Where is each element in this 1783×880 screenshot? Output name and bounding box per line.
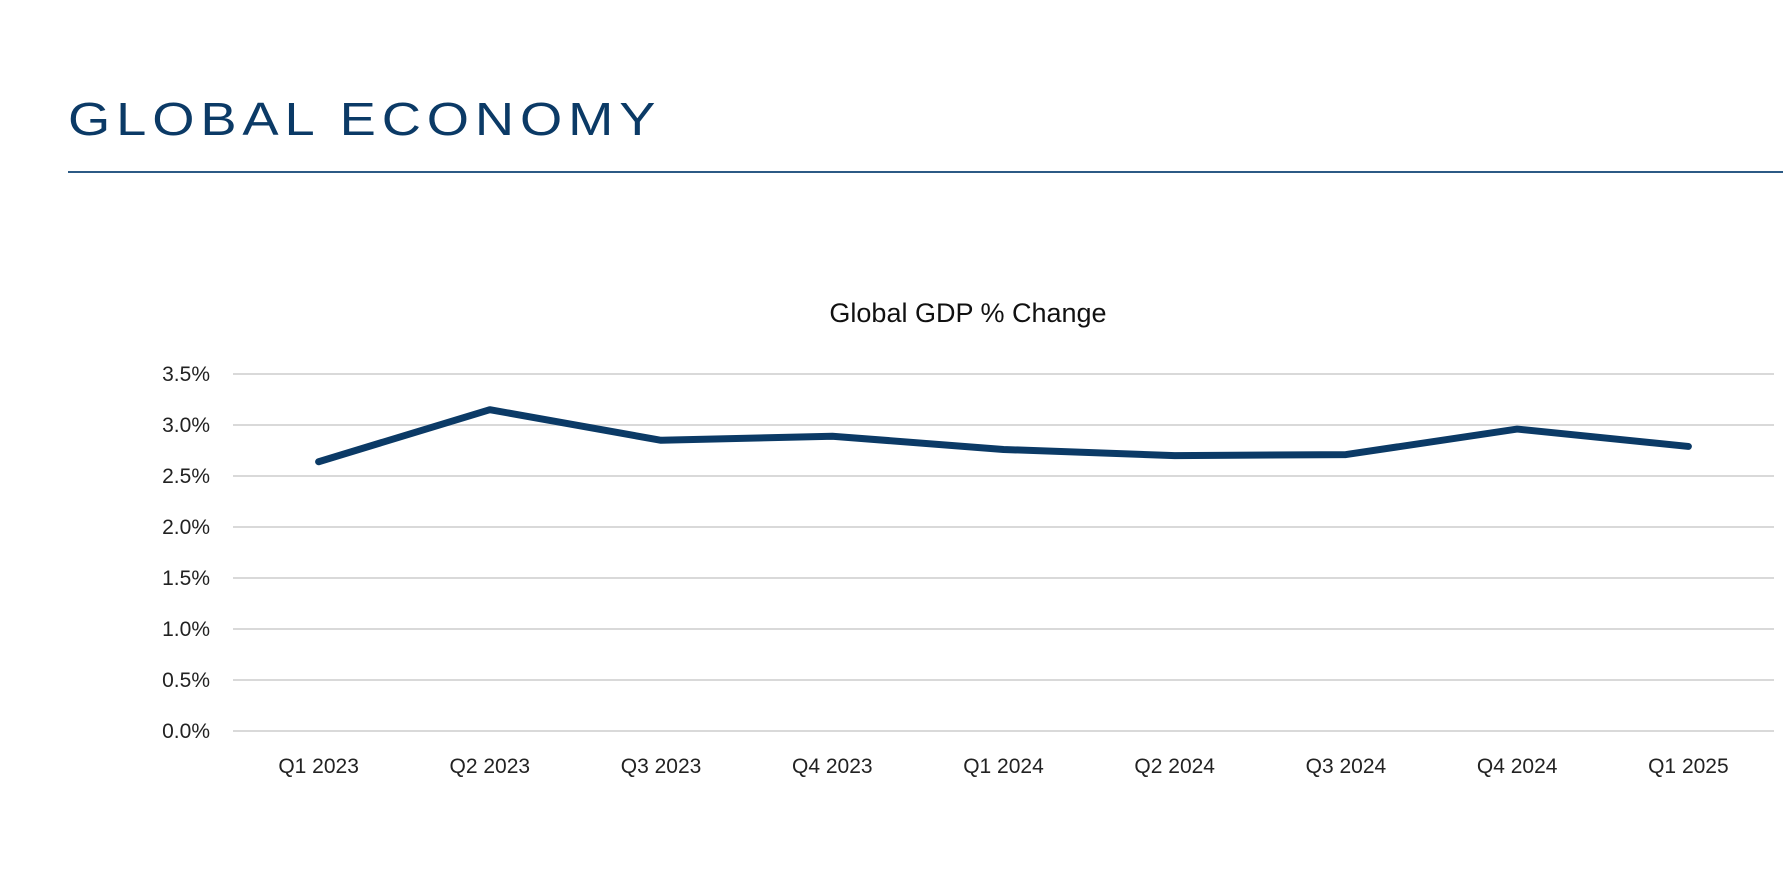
y-tick-label: 2.5% [162, 465, 210, 488]
x-tick-label: Q1 2025 [1648, 755, 1729, 778]
x-tick-label: Q3 2024 [1306, 755, 1387, 778]
y-tick-label: 0.5% [162, 669, 210, 692]
x-tick-label: Q4 2023 [792, 755, 873, 778]
x-tick-label: Q3 2023 [621, 755, 702, 778]
x-tick-label: Q4 2024 [1477, 755, 1558, 778]
y-tick-label: 3.5% [162, 363, 210, 386]
x-tick-label: Q1 2023 [278, 755, 359, 778]
y-tick-label: 1.0% [162, 618, 210, 641]
y-tick-label: 3.0% [162, 414, 210, 437]
chart-title: Global GDP % Change [829, 298, 1106, 328]
x-tick-label: Q2 2024 [1134, 755, 1215, 778]
x-tick-label: Q1 2024 [963, 755, 1044, 778]
page-title: GLOBAL ECONOMY [68, 93, 662, 145]
title-divider [68, 171, 1783, 173]
x-tick-label: Q2 2023 [450, 755, 531, 778]
y-tick-label: 2.0% [162, 516, 210, 539]
series-line [315, 406, 1692, 466]
y-tick-label: 1.5% [162, 567, 210, 590]
y-tick-label: 0.0% [162, 720, 210, 743]
